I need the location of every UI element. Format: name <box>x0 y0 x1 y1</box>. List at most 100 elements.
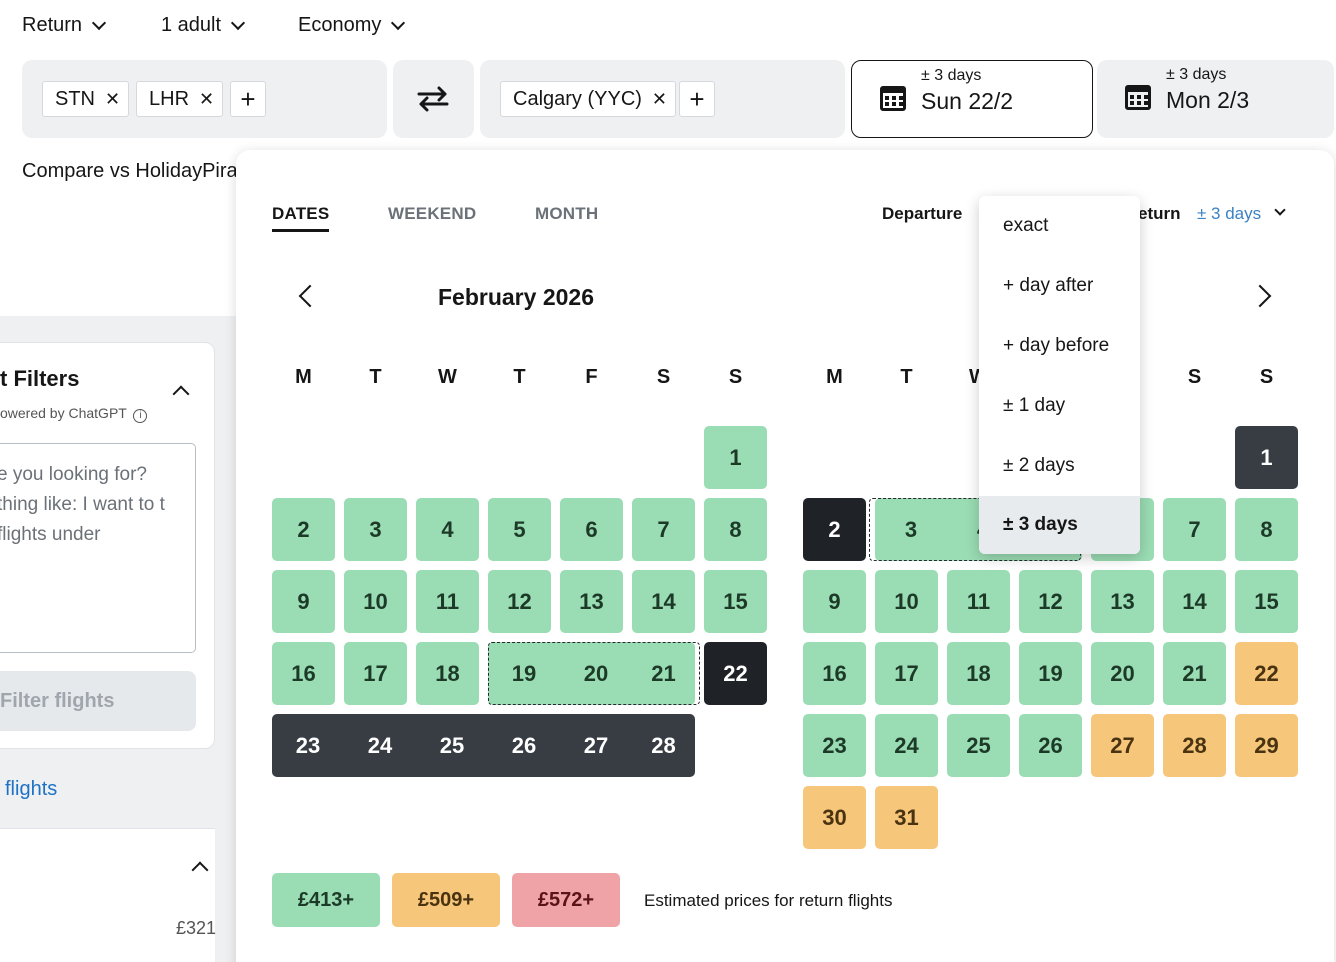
calendar-day-in-range[interactable]: 24 <box>344 714 416 777</box>
trip-type-label: Return <box>22 14 83 36</box>
filter-flights-button[interactable]: Filter flights <box>0 671 196 731</box>
filter-textarea[interactable]: e you looking for? thing like: I want to… <box>0 443 196 653</box>
calendar-day[interactable]: 18 <box>947 642 1010 705</box>
legend-caption: Estimated prices for return flights <box>644 891 893 910</box>
close-icon[interactable]: ✕ <box>199 89 215 109</box>
calendar-day[interactable]: 27 <box>1091 714 1154 777</box>
calendar-day[interactable]: 3 <box>875 498 947 561</box>
chevron-down-icon <box>230 15 246 30</box>
flex-option-day-after[interactable]: + day after <box>1003 275 1094 296</box>
calendar-day[interactable]: 22 <box>1235 642 1298 705</box>
calendar-day-selected[interactable]: 2 <box>803 498 866 561</box>
calendar-day[interactable]: 9 <box>803 570 866 633</box>
calendar-day[interactable]: 14 <box>1163 570 1226 633</box>
legend-green: £413+ <box>272 873 380 927</box>
calendar-day[interactable]: 15 <box>1235 570 1298 633</box>
close-icon[interactable]: ✕ <box>651 89 668 109</box>
destination-chip[interactable]: Calgary (YYC) ✕ <box>500 81 677 117</box>
calendar-day[interactable]: 17 <box>344 642 407 705</box>
compare-checkbox-label[interactable]: Compare vs HolidayPira <box>22 160 238 182</box>
calendar-day[interactable]: 13 <box>1091 570 1154 633</box>
calendar-day[interactable]: 25 <box>947 714 1010 777</box>
calendar-day[interactable]: 5 <box>488 498 551 561</box>
calendar-day[interactable]: 31 <box>875 786 938 849</box>
calendar-day[interactable]: 20 <box>560 642 632 705</box>
flex-option-day-before[interactable]: + day before <box>1003 335 1110 356</box>
flex-option-exact[interactable]: exact <box>1003 215 1049 236</box>
calendar-day-in-range[interactable]: 27 <box>560 714 632 777</box>
calendar-day[interactable]: 16 <box>272 642 335 705</box>
calendar-day-in-range[interactable]: 28 <box>632 714 695 777</box>
calendar-day-selected[interactable]: 22 <box>704 642 767 705</box>
weekday-label: F <box>585 366 598 388</box>
tab-dates[interactable]: DATES <box>272 204 330 232</box>
add-destination-button[interactable]: + <box>679 81 715 117</box>
departure-date-field[interactable]: ± 3 days Sun 22/2 <box>851 60 1093 138</box>
calendar-day[interactable]: 15 <box>704 570 767 633</box>
calendar-day[interactable]: 8 <box>704 498 767 561</box>
calendar-day[interactable]: 12 <box>1019 570 1082 633</box>
calendar-day[interactable]: 26 <box>1019 714 1082 777</box>
calendar-day[interactable]: 11 <box>416 570 479 633</box>
weekday-label: T <box>369 366 382 388</box>
swap-button[interactable] <box>393 60 474 138</box>
weekday-label: S <box>656 366 671 388</box>
legend-red: £572+ <box>512 873 620 927</box>
flex-option-1-day[interactable]: ± 1 day <box>1003 395 1066 416</box>
origin-chip-lhr[interactable]: LHR ✕ <box>136 81 224 117</box>
calendar-day[interactable]: 9 <box>272 570 335 633</box>
calendar-day[interactable]: 28 <box>1163 714 1226 777</box>
price-label: £321 <box>176 918 217 938</box>
calendar-day[interactable]: 18 <box>416 642 479 705</box>
passengers-select[interactable]: 1 adult <box>161 14 246 37</box>
tab-month[interactable]: MONTH <box>535 204 599 223</box>
calendar-day[interactable]: 23 <box>803 714 866 777</box>
calendar-day-in-range[interactable]: 26 <box>488 714 560 777</box>
flex-option-2-days[interactable]: ± 2 days <box>1003 455 1075 476</box>
trip-type-select[interactable]: Return <box>22 14 107 37</box>
return-date-field[interactable]: ± 3 days Mon 2/3 <box>1097 60 1334 138</box>
add-origin-button[interactable]: + <box>230 81 266 117</box>
calendar-day-in-range[interactable]: 23 <box>272 714 344 777</box>
calendar-day[interactable]: 13 <box>560 570 623 633</box>
destination-field[interactable]: Calgary (YYC) ✕ + <box>480 60 845 138</box>
tab-weekend[interactable]: WEEKEND <box>388 204 477 223</box>
calendar-day[interactable]: 11 <box>947 570 1010 633</box>
cabin-select[interactable]: Economy <box>298 14 406 37</box>
calendar-day[interactable]: 6 <box>560 498 623 561</box>
calendar-day[interactable]: 29 <box>1235 714 1298 777</box>
calendar-day[interactable]: 7 <box>632 498 695 561</box>
calendar-day[interactable]: 20 <box>1091 642 1154 705</box>
calendar-day[interactable]: 12 <box>488 570 551 633</box>
calendar-day[interactable]: 10 <box>875 570 938 633</box>
close-icon[interactable]: ✕ <box>105 89 121 109</box>
origin-field[interactable]: STN ✕ LHR ✕ + <box>22 60 387 138</box>
calendar-day[interactable]: 10 <box>344 570 407 633</box>
calendar-day[interactable]: 21 <box>632 642 695 705</box>
weekday-label: S <box>1187 366 1202 388</box>
info-icon[interactable]: i <box>133 409 148 423</box>
return-flex-select[interactable]: ± 3 days <box>1197 204 1262 223</box>
calendar-day[interactable]: 7 <box>1163 498 1226 561</box>
calendar-day[interactable]: 14 <box>632 570 695 633</box>
calendar-day[interactable]: 2 <box>272 498 335 561</box>
filters-title: t Filters <box>0 366 80 391</box>
calendar-day[interactable]: 16 <box>803 642 866 705</box>
calendar-day[interactable]: 3 <box>344 498 407 561</box>
origin-chip-stn[interactable]: STN ✕ <box>42 81 130 117</box>
calendar-day[interactable]: 19 <box>1019 642 1082 705</box>
flex-option-3-days[interactable]: ± 3 days <box>979 496 1140 554</box>
flights-link[interactable]: flights <box>5 778 58 800</box>
calendar-day-in-range[interactable]: 1 <box>1235 426 1298 489</box>
calendar-day[interactable]: 19 <box>488 642 560 705</box>
calendar-day[interactable]: 1 <box>704 426 767 489</box>
calendar-day[interactable]: 30 <box>803 786 866 849</box>
calendar-day[interactable]: 4 <box>416 498 479 561</box>
calendar-day[interactable]: 8 <box>1235 498 1298 561</box>
calendar-day[interactable]: 21 <box>1163 642 1226 705</box>
calendar-day[interactable]: 17 <box>875 642 938 705</box>
calendar-day[interactable]: 24 <box>875 714 938 777</box>
weekday-label: T <box>900 366 913 388</box>
return-flex: ± 3 days <box>1166 66 1227 83</box>
calendar-day-in-range[interactable]: 25 <box>416 714 488 777</box>
